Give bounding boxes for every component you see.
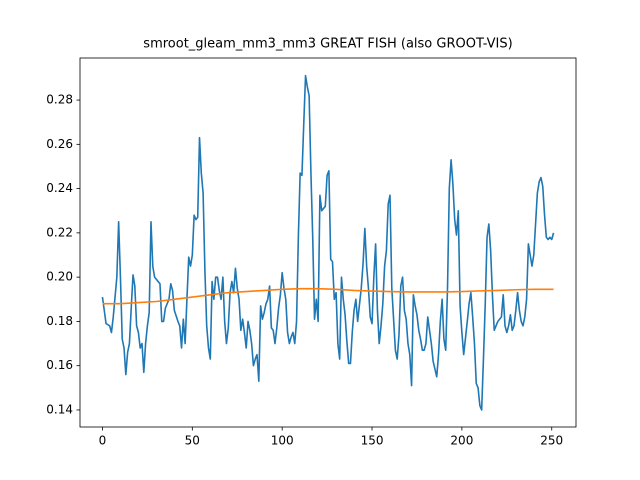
y-tick-label: 0.18 [46, 314, 73, 328]
x-tick-label: 50 [185, 434, 200, 448]
y-tick-label: 0.16 [46, 358, 73, 372]
y-tick-label: 0.20 [46, 270, 73, 284]
x-tick-label: 100 [271, 434, 294, 448]
y-tick-label: 0.14 [46, 402, 73, 416]
y-tick-label: 0.24 [46, 181, 73, 195]
plot-frame [79, 57, 577, 428]
x-tick-label: 200 [450, 434, 473, 448]
x-tick-label: 250 [540, 434, 563, 448]
x-tick-label: 150 [361, 434, 384, 448]
chart-title: smroot_gleam_mm3_mm3 GREAT FISH (also GR… [143, 37, 512, 52]
data-line [101, 74, 555, 411]
y-tick-label: 0.26 [46, 137, 73, 151]
y-tick-label: 0.28 [46, 93, 73, 107]
y-tick-label: 0.22 [46, 225, 73, 239]
x-tick-label: 0 [99, 434, 107, 448]
data-line [102, 287, 554, 305]
